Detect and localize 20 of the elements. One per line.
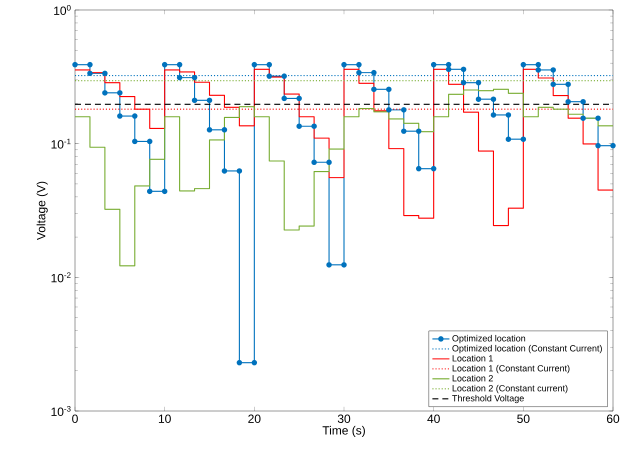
x-tick-label: 50 [517,414,530,423]
y-tick-label: 10$^{-2}$ [52,272,71,282]
legend-label: Location 2 (Constant current) [452,384,568,394]
x-tick-label: 40 [427,414,440,423]
y-tick-label: 10$^{0}$ [54,4,71,15]
legend-label: Location 2 [452,374,493,382]
legend-label: Threshold Voltage [452,394,524,404]
x-tick-label: 60 [606,414,620,423]
y-axis-title: Voltage (V) [36,182,48,240]
legend-label: Location 1 (Constant Current) [452,364,570,374]
x-tick-label: 0 [72,414,78,423]
legend-label: Optimized location (Constant Current) [452,344,602,354]
x-tick-label: 20 [248,414,261,423]
legend-label: Location 1 [452,354,493,362]
x-tick-label: 10 [158,414,171,423]
x-axis-title: Time (s) [322,426,365,437]
x-tick-label: 30 [338,414,350,423]
legend-label: Optimized location [452,334,526,344]
y-tick-label: 10$^{-3}$ [52,406,71,416]
y-tick-label: 10$^{-1}$ [52,138,71,149]
